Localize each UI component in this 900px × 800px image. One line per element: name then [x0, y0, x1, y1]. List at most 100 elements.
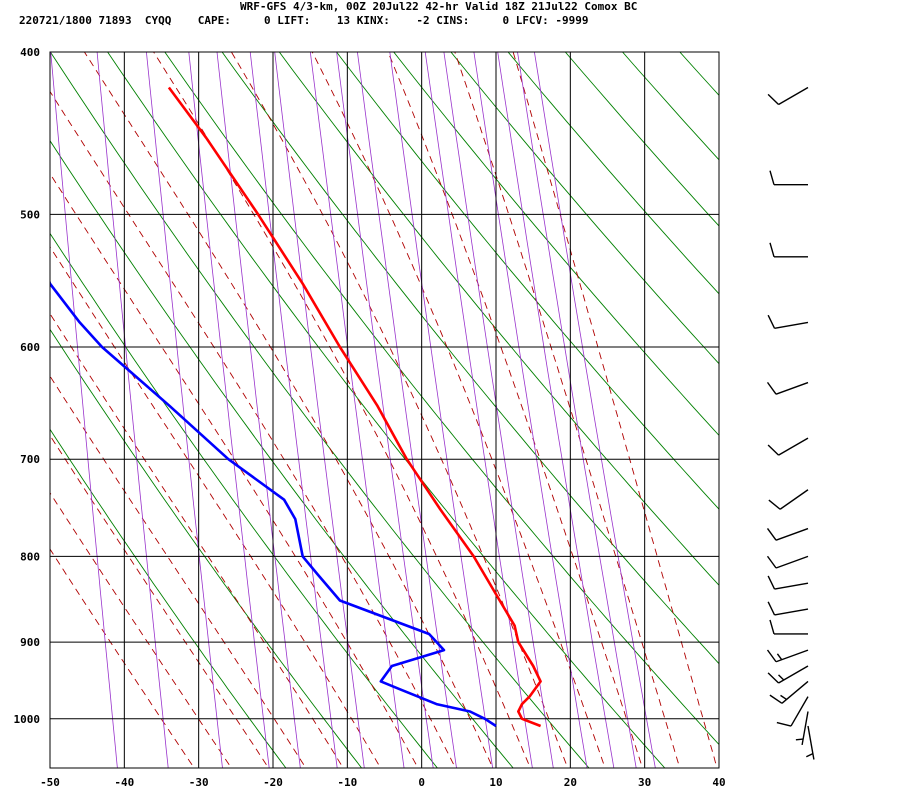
wind-barb-flag [766, 649, 777, 663]
temperature-tick-label: 20 [564, 776, 577, 789]
mixing-ratio-line [443, 52, 554, 768]
wind-barb-half-flag [778, 674, 785, 681]
wind-barb [766, 381, 809, 395]
chart-indices-line: 220721/1800 71893 CYQQ CAPE: 0 LIFT: 13 … [19, 14, 589, 27]
temperature-tick-label: 30 [638, 776, 651, 789]
mixing-ratio-line [188, 52, 270, 768]
wind-barb-flag [767, 601, 776, 616]
wind-barb-flag [767, 444, 780, 456]
wind-barb-flag [766, 555, 777, 569]
moist-adiabat [311, 52, 606, 768]
wind-barb-flag [769, 170, 775, 185]
mixing-ratio-line [473, 52, 588, 768]
wind-barb-shaft [778, 437, 809, 456]
dry-adiabat [278, 52, 719, 586]
wind-barb-shaft [775, 649, 809, 663]
wind-barb [767, 314, 809, 329]
moist-adiabat [50, 172, 419, 768]
wind-barb [767, 601, 809, 616]
temperature-tick-label: -30 [189, 776, 209, 789]
mixing-ratio-line [533, 52, 656, 768]
pressure-tick-label: 900 [20, 636, 40, 649]
moist-adiabat [387, 52, 643, 768]
mixing-ratio-line [424, 52, 533, 768]
wind-barb [795, 711, 809, 746]
temperature-tick-label: -50 [40, 776, 60, 789]
wind-barb [768, 489, 809, 510]
dry-adiabat [50, 52, 590, 768]
wind-barb-shaft [775, 527, 809, 541]
plot-frame [49, 51, 720, 769]
wind-barb-half-flag [776, 653, 783, 661]
moist-adiabat [50, 246, 382, 768]
pressure-tick-label: 700 [20, 453, 40, 466]
dry-adiabat [393, 52, 719, 437]
wind-barb-flag [767, 672, 780, 684]
chart-title: WRF-GFS 4/3-km, 00Z 20Jul22 42-hr Valid … [240, 0, 638, 13]
pressure-tick-label: 600 [20, 341, 40, 354]
wind-barb-flag [766, 528, 777, 541]
wind-barb-flag [767, 575, 776, 590]
wind-barb-shaft [774, 321, 809, 329]
wind-barb [769, 170, 808, 186]
wind-barb-shaft [778, 665, 809, 684]
wind-barb-flag [767, 314, 776, 329]
moist-adiabat [50, 312, 344, 768]
dry-adiabat [703, 15, 900, 775]
wind-barb-shaft [775, 381, 809, 395]
moist-adiabat [50, 492, 232, 768]
wind-barb [766, 555, 809, 569]
wind-barb-shaft [778, 86, 809, 106]
mixing-ratio-line [274, 52, 365, 768]
pressure-tick-label: 400 [20, 46, 40, 59]
wind-barb-half-flag [795, 738, 804, 741]
wind-barb-shaft [801, 711, 809, 746]
plot-area [50, 52, 719, 768]
moist-adiabat [50, 434, 270, 768]
temperature-tick-label: 40 [712, 776, 725, 789]
wind-barb [806, 725, 815, 760]
temperature-tick-label: -20 [263, 776, 283, 789]
dry-adiabat [50, 428, 287, 768]
wind-barb-half-flag [780, 694, 787, 701]
dry-adiabat [221, 52, 719, 665]
mixing-ratio-line [216, 52, 301, 768]
wind-barb [766, 527, 809, 541]
wind-barb-flag [768, 499, 781, 510]
wind-barb [767, 575, 809, 590]
wind-barb-flag [769, 619, 775, 635]
pressure-tick-label: 1000 [14, 713, 41, 726]
wind-barb-half-flag [806, 752, 814, 758]
dry-adiabat [335, 52, 719, 510]
dry-adiabat [164, 52, 719, 746]
mixing-ratio-line [309, 52, 405, 768]
wind-barb-shaft [774, 582, 809, 590]
mixing-ratio-line [50, 52, 118, 768]
dry-adiabat [107, 52, 666, 768]
wind-barb-flag [769, 242, 775, 257]
moist-adiabat [50, 375, 307, 768]
dry-adiabat [507, 52, 719, 295]
dry-adiabat [50, 139, 514, 768]
wind-barb [766, 649, 809, 663]
wind-barb [776, 696, 809, 727]
moist-adiabat [512, 52, 718, 768]
dewpoint-profile [50, 279, 497, 728]
temperature-profile [167, 86, 542, 728]
wind-barb-shaft [779, 489, 809, 510]
wind-barb [767, 86, 809, 106]
mixing-ratio-line [389, 52, 494, 768]
dry-adiabat [50, 232, 438, 768]
wind-barb-shaft [775, 555, 809, 569]
mixing-ratio-line [517, 52, 637, 768]
wind-barb-shaft [790, 696, 809, 727]
wind-barb-shaft [774, 608, 809, 616]
dry-adiabat [564, 52, 719, 227]
wind-barb [769, 242, 808, 258]
wind-barb-flag [776, 721, 792, 727]
moist-adiabat [153, 52, 531, 768]
wind-barb [767, 437, 809, 456]
temperature-tick-label: 0 [418, 776, 425, 789]
wind-barb-flag [769, 694, 783, 704]
